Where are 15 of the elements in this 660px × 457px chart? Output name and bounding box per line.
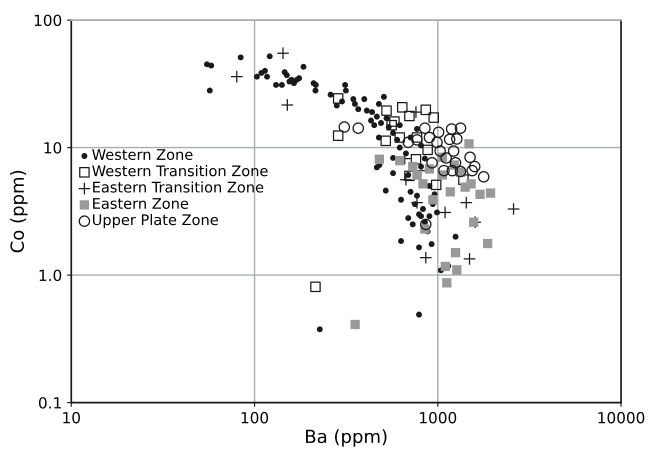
y-tick-label: 10 — [44, 142, 62, 154]
legend-label: Western Zone — [92, 149, 192, 160]
y-tick-label: 0.1 — [38, 397, 61, 409]
x-tick-label: 10000 — [598, 412, 644, 424]
x-tick-label: 100 — [242, 412, 268, 424]
y-tick-label: 1.0 — [40, 270, 62, 282]
x-tick-label: 10 — [63, 412, 80, 424]
x-axis-title: Ba (ppm) — [306, 429, 387, 447]
y-axis-title: Co (ppm) — [10, 170, 28, 252]
legend-label: Eastern Transition Zone — [93, 181, 264, 193]
legend-label: Eastern Zone — [93, 198, 188, 209]
legend-label: Upper Plate Zone — [92, 214, 218, 228]
legend-label: Western Transition Zone — [92, 165, 268, 176]
x-tick-label: 1000 — [420, 412, 456, 424]
y-tick-label: 100 — [34, 14, 62, 26]
